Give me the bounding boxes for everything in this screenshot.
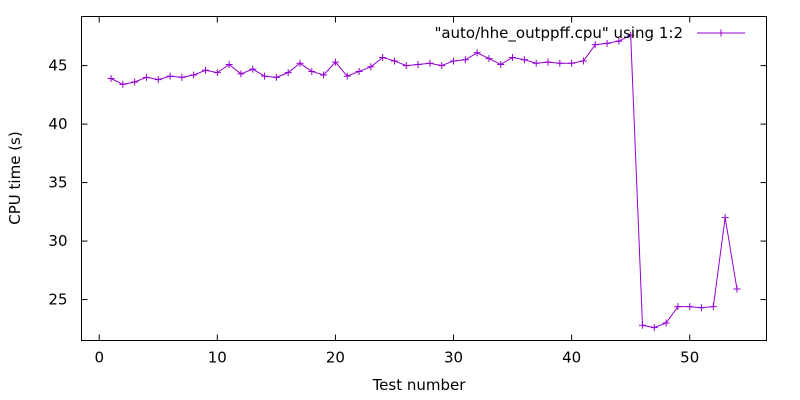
data-point: [674, 303, 682, 311]
data-point: [166, 72, 174, 80]
data-point: [154, 76, 162, 84]
data-point: [379, 53, 387, 61]
data-point: [119, 80, 127, 88]
y-tick-label: 45: [48, 57, 67, 75]
data-point: [603, 39, 611, 47]
data-point: [107, 74, 115, 82]
axis-ticks: [81, 16, 767, 341]
data-point: [698, 304, 706, 312]
data-point: [331, 58, 339, 66]
data-point: [142, 73, 150, 81]
legend-label: "auto/hhe_outppff.cpu" using 1:2: [434, 24, 683, 43]
x-axis-title: Test number: [372, 376, 467, 394]
y-tick-label: 25: [48, 291, 67, 309]
data-point: [568, 59, 576, 67]
x-tick-label: 10: [208, 349, 227, 367]
data-point: [544, 58, 552, 66]
data-point: [579, 57, 587, 65]
y-tick-label: 30: [48, 232, 67, 250]
legend-marker: [717, 29, 725, 37]
data-point: [190, 71, 198, 79]
data-point: [131, 78, 139, 86]
data-point: [450, 57, 458, 65]
x-tick-label: 0: [94, 349, 104, 367]
series-layer: [107, 31, 741, 332]
data-point: [438, 62, 446, 70]
data-point: [296, 59, 304, 67]
legend-marker-plus: [717, 29, 725, 37]
x-tick-label: 50: [680, 349, 699, 367]
data-point: [426, 59, 434, 67]
data-point: [202, 66, 210, 74]
data-point: [485, 55, 493, 63]
data-point: [343, 72, 351, 80]
data-point: [272, 73, 280, 81]
data-point: [615, 37, 623, 45]
data-point: [390, 57, 398, 65]
data-point: [662, 319, 670, 327]
data-point: [414, 60, 422, 68]
data-point: [178, 73, 186, 81]
data-point: [355, 67, 363, 75]
legend: "auto/hhe_outppff.cpu" using 1:2: [434, 24, 745, 43]
data-point: [249, 65, 257, 73]
data-point: [721, 214, 729, 222]
data-point: [733, 285, 741, 293]
data-point: [627, 31, 635, 39]
data-point: [237, 70, 245, 78]
data-point: [686, 303, 694, 311]
data-point: [473, 49, 481, 57]
data-point: [461, 56, 469, 64]
data-point: [308, 67, 316, 75]
series-line: [110, 34, 738, 329]
x-tick-label: 40: [562, 349, 581, 367]
x-tick-label: 20: [326, 349, 345, 367]
x-tick-label: 30: [444, 349, 463, 367]
y-tick-label: 40: [48, 115, 67, 133]
data-point: [225, 60, 233, 68]
data-point: [367, 63, 375, 71]
data-point: [556, 59, 564, 67]
data-point: [261, 72, 269, 80]
data-point: [284, 69, 292, 77]
data-point: [509, 53, 517, 61]
plot-frame: [81, 16, 767, 341]
y-axis-title: CPU time (s): [6, 131, 24, 224]
data-point: [650, 324, 658, 332]
data-point: [320, 71, 328, 79]
data-point: [520, 56, 528, 64]
tick-labels: 0 10 20 30 40 50 25 30 35 40 45: [48, 57, 699, 367]
data-point: [709, 303, 717, 311]
data-point: [591, 41, 599, 49]
data-point: [402, 62, 410, 70]
data-point: [638, 321, 646, 329]
data-point: [497, 60, 505, 68]
y-tick-label: 35: [48, 174, 67, 192]
data-point: [532, 59, 540, 67]
data-point: [213, 69, 221, 77]
